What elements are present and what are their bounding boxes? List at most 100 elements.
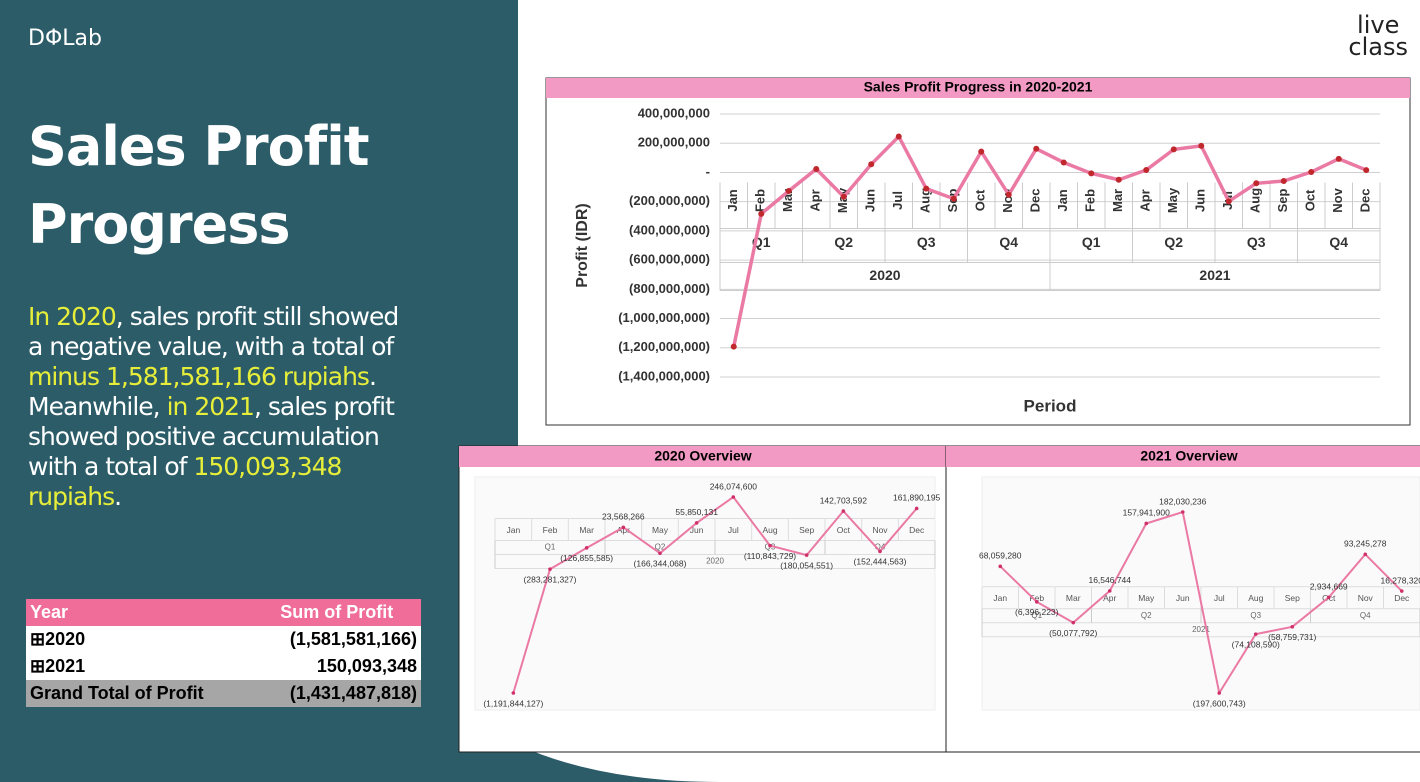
quarters-label: Q1 xyxy=(1031,611,1042,620)
marker xyxy=(1217,691,1222,695)
y-tick-label: (1,200,000,000) xyxy=(618,339,710,354)
marker xyxy=(1280,178,1287,185)
marker xyxy=(1198,142,1205,149)
x-tick-label: Jun xyxy=(1176,593,1190,603)
x-tick-label: Jul xyxy=(890,191,905,210)
y-tick-label: (600,000,000) xyxy=(629,252,710,267)
y-tick-label: 400,000,000 xyxy=(638,105,710,120)
decor xyxy=(518,745,720,782)
years-label: 2020 xyxy=(869,267,900,283)
x-tick-label: Aug xyxy=(1248,593,1263,603)
marker xyxy=(1005,191,1012,198)
cell: (1,581,581,166) xyxy=(252,626,421,653)
quarters-label: Q2 xyxy=(1141,611,1152,620)
data-label: 182,030,236 xyxy=(1159,496,1207,506)
highlight: minus 1,581,581,166 rupiahs xyxy=(28,362,370,391)
x-tick-label: Nov xyxy=(872,525,888,535)
x-tick-label: Feb xyxy=(1029,593,1044,603)
marker xyxy=(730,343,737,350)
x-tick-label: Dec xyxy=(1028,189,1043,213)
y-tick-label: (1,000,000,000) xyxy=(618,310,710,325)
quarters-label: Q2 xyxy=(655,543,666,552)
x-tick-label: Jan xyxy=(506,525,520,535)
x-tick-label: Sep xyxy=(799,525,814,535)
marker xyxy=(914,506,919,511)
y-tick-label: - xyxy=(706,164,710,179)
years-label: 2021 xyxy=(1199,267,1230,283)
text: , sales profit still showed a negative v… xyxy=(28,302,399,361)
marker xyxy=(895,133,902,140)
marker xyxy=(804,553,809,557)
y-tick-label: 200,000,000 xyxy=(638,135,710,150)
marker xyxy=(813,166,820,173)
text: , sales profit showed positive accumulat… xyxy=(28,392,395,481)
marker xyxy=(1034,600,1039,604)
data-label: (126,855,585) xyxy=(560,553,613,563)
years-label: 2020 xyxy=(706,557,724,566)
header: Year xyxy=(26,599,253,626)
marker xyxy=(785,187,792,194)
data-label: (110,843,729) xyxy=(744,551,796,561)
x-tick-label: Feb xyxy=(753,189,768,212)
y-tick-label: (1,400,000,000) xyxy=(618,368,710,383)
marker xyxy=(1060,159,1067,166)
data-label: 142,703,592 xyxy=(820,495,868,505)
data-label: (74,108,590) xyxy=(1232,639,1280,649)
data-label: (6,396,223) xyxy=(1015,607,1059,617)
data-label: 161,890,195 xyxy=(893,493,941,503)
marker xyxy=(694,521,699,525)
marker xyxy=(621,525,626,530)
x-tick-label: Jan xyxy=(725,189,740,211)
data-label: 16,546,744 xyxy=(1088,575,1131,585)
x-axis-label: Period xyxy=(1024,396,1077,415)
body-text: In 2020, sales profit still showed a neg… xyxy=(28,302,400,512)
header: Sum of Profit xyxy=(252,599,421,626)
chart-title: 2020 Overview xyxy=(654,448,751,464)
highlight: in 2021 xyxy=(166,392,255,421)
x-tick-label: Aug xyxy=(762,525,777,535)
data-label: 16,278,320 xyxy=(1380,575,1420,585)
marker xyxy=(731,495,736,499)
marker xyxy=(950,195,957,202)
x-tick-label: Oct xyxy=(973,189,988,211)
data-label: (283,281,327) xyxy=(524,574,577,584)
y-tick-label: (400,000,000) xyxy=(629,222,710,237)
marker xyxy=(548,567,552,571)
marker xyxy=(1326,595,1331,600)
cell-text: 2021 xyxy=(45,656,86,676)
title-bar xyxy=(546,78,1410,98)
cell-text: 2020 xyxy=(45,629,86,649)
marker xyxy=(998,564,1003,569)
brand: DΦLab xyxy=(28,26,102,51)
quarters-label: Q3 xyxy=(917,234,936,250)
chart-title: 2021 Overview xyxy=(1140,448,1237,464)
cell: ⊞2021 xyxy=(26,653,253,680)
x-tick-label: Dec xyxy=(1358,189,1373,213)
data-label: (166,344,068) xyxy=(634,558,687,568)
chart-frame xyxy=(545,77,1411,426)
quarters-label: Q3 xyxy=(1247,234,1266,250)
pivot-table: Year Sum of Profit ⊞2020 (1,581,581,166) ⊞… xyxy=(26,599,421,707)
highlight: 150,093,348 rupiahs xyxy=(28,452,342,511)
marker xyxy=(768,543,772,548)
logo-text: class xyxy=(1348,33,1408,61)
x-tick-label: Sep xyxy=(1275,188,1290,212)
data-label: (1,191,844,127) xyxy=(483,698,543,708)
x-tick-label: May xyxy=(1165,187,1180,213)
marker xyxy=(658,551,662,556)
x-tick-label: Jun xyxy=(1193,189,1208,212)
data-label: 68,059,280 xyxy=(979,551,1022,561)
x-tick-label: May xyxy=(652,525,669,535)
marker xyxy=(1399,589,1404,593)
title-bar xyxy=(459,446,946,467)
data-label: (180,054,551) xyxy=(780,560,833,570)
quarters-label: Q3 xyxy=(1250,611,1261,620)
quarters-label: Q4 xyxy=(875,543,886,552)
data-line xyxy=(732,133,1367,347)
marker xyxy=(758,210,765,217)
x-tick-label: Oct xyxy=(837,525,851,535)
cell: 150,093,348 xyxy=(252,653,421,680)
quarters-label: Q2 xyxy=(834,234,853,250)
x-tick-label: Mar xyxy=(1066,593,1081,603)
